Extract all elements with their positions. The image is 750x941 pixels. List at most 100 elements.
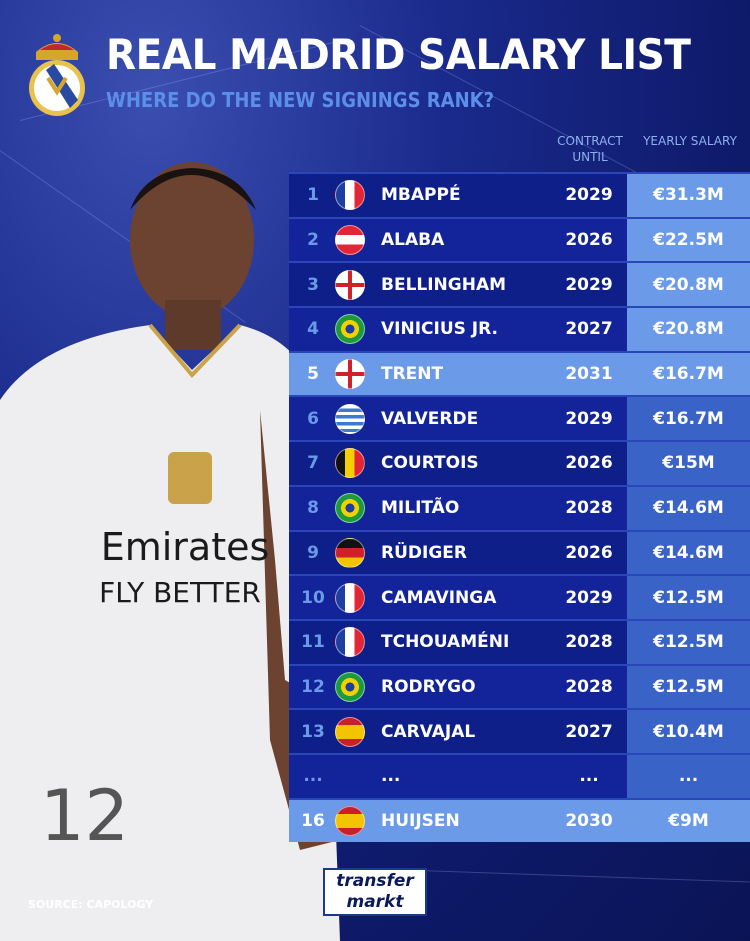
player-name: ALABA	[381, 230, 445, 251]
contract-until: 2027	[565, 319, 613, 340]
player-name: CARVAJAL	[381, 721, 476, 742]
rank: 13	[301, 721, 325, 742]
table-row: €14.6M 9 RÜDIGER 2026	[289, 529, 750, 575]
salary-table: €31.3M 1 MBAPPÉ 2029 €22.5M 2 ALABA 2026…	[289, 172, 750, 843]
table-row: €12.5M 11 TCHOUAMÉNI 2028	[289, 618, 750, 664]
rank: 7	[307, 453, 319, 474]
player-name: VALVERDE	[381, 408, 479, 429]
rank: 16	[301, 810, 325, 831]
rank: ...	[303, 766, 323, 787]
spain-flag-icon	[335, 805, 365, 836]
player-name: COURTOIS	[381, 453, 479, 474]
jersey-slogan: FLY BETTER	[99, 576, 261, 609]
table-row: €16.7M 5 TRENT 2031	[289, 350, 750, 396]
france-flag-icon	[335, 582, 365, 613]
player-name: RODRYGO	[381, 676, 476, 697]
rank: 1	[307, 185, 319, 206]
salary-cell: €14.6M	[627, 486, 750, 530]
contract-until: 2028	[565, 676, 613, 697]
logo-text: markt	[346, 892, 404, 912]
table-row: €12.5M 12 RODRYGO 2028	[289, 663, 750, 709]
rank: 12	[301, 676, 325, 697]
bg-line	[419, 870, 750, 883]
salary-cell: €14.6M	[627, 531, 750, 575]
rank: 6	[307, 408, 319, 429]
player-name: RÜDIGER	[381, 542, 467, 563]
row-background	[289, 754, 627, 798]
contract-until: 2030	[565, 810, 613, 831]
salary-cell: €15M	[627, 442, 750, 485]
contract-until: ...	[579, 766, 599, 787]
contract-until: 2031	[565, 364, 613, 385]
table-row: €12.5M 10 CAMAVINGA 2029	[289, 574, 750, 619]
source-credit: SOURCE: CAPOLOGY	[28, 898, 154, 911]
england-flag-icon	[335, 359, 365, 390]
salary-cell: €22.5M	[627, 218, 750, 262]
transfermarkt-logo: transfer markt	[323, 868, 427, 916]
rank: 8	[307, 498, 319, 519]
rank: 10	[301, 587, 325, 608]
table-row: €16.7M 6 VALVERDE 2029	[289, 395, 750, 441]
contract-until: 2026	[565, 230, 613, 251]
contract-until: 2029	[565, 185, 613, 206]
column-header-salary: YEARLY SALARY	[643, 134, 737, 148]
salary-cell: €10.4M	[627, 710, 750, 753]
rank: 11	[301, 632, 325, 653]
contract-until: 2029	[565, 274, 613, 295]
column-header-contract: CONTRACT UNTIL	[557, 134, 623, 164]
france-flag-icon	[335, 627, 365, 658]
salary-cell: €16.7M	[627, 397, 750, 441]
salary-cell: €20.8M	[627, 308, 750, 351]
rank: 4	[307, 319, 319, 340]
table-row: €20.8M 3 BELLINGHAM 2029	[289, 261, 750, 307]
page-title: REAL MADRID SALARY LIST	[106, 30, 691, 79]
brazil-flag-icon	[335, 314, 365, 345]
player-name: MILITÃO	[381, 498, 460, 519]
brazil-flag-icon	[335, 671, 365, 702]
player-name: CAMAVINGA	[381, 587, 497, 608]
table-row: €10.4M 13 CARVAJAL 2027	[289, 708, 750, 753]
page-subtitle: WHERE DO THE NEW SIGNINGS RANK?	[106, 88, 495, 112]
uruguay-flag-icon	[335, 403, 365, 434]
real-madrid-crest-icon	[29, 34, 85, 116]
contract-until: 2028	[565, 498, 613, 519]
jersey-number: 12	[40, 775, 129, 857]
player-photo: Emirates FLY BETTER 12	[0, 162, 340, 941]
player-name: BELLINGHAM	[381, 274, 507, 295]
contract-until: 2026	[565, 453, 613, 474]
rank: 9	[307, 542, 319, 563]
table-row: €20.8M 4 VINICIUS JR. 2027	[289, 306, 750, 351]
player-name: VINICIUS JR.	[381, 319, 498, 340]
salary-cell: €12.5M	[627, 665, 750, 709]
belgium-flag-icon	[335, 448, 365, 479]
table-row: €22.5M 2 ALABA 2026	[289, 216, 750, 262]
logo-text: transfer	[336, 871, 414, 891]
player-name: MBAPPÉ	[381, 185, 461, 206]
salary-cell: €16.7M	[627, 352, 750, 396]
brazil-flag-icon	[335, 493, 365, 524]
player-name: TCHOUAMÉNI	[381, 632, 510, 653]
salary-cell: ...	[627, 754, 750, 798]
contract-until: 2027	[565, 721, 613, 742]
jersey-sponsor: Emirates	[101, 525, 270, 569]
rank: 3	[307, 274, 319, 295]
rank: 5	[307, 364, 319, 385]
player-name: TRENT	[381, 364, 444, 385]
austria-flag-icon	[335, 225, 365, 256]
salary-cell: €12.5M	[627, 620, 750, 664]
spain-flag-icon	[335, 716, 365, 747]
rank: 2	[307, 230, 319, 251]
salary-cell: €20.8M	[627, 263, 750, 307]
salary-cell: €31.3M	[627, 174, 750, 217]
table-row: €9M 16 HUIJSEN 2030	[289, 797, 750, 843]
england-flag-icon	[335, 269, 365, 300]
table-row: €31.3M 1 MBAPPÉ 2029	[289, 172, 750, 217]
germany-flag-icon	[335, 537, 365, 568]
salary-cell: €12.5M	[627, 576, 750, 619]
table-row: €14.6M 8 MILITÃO 2028	[289, 484, 750, 530]
table-row: ... ... ... ...	[289, 752, 750, 798]
contract-until: 2026	[565, 542, 613, 563]
france-flag-icon	[335, 180, 365, 211]
player-name: HUIJSEN	[381, 810, 460, 831]
